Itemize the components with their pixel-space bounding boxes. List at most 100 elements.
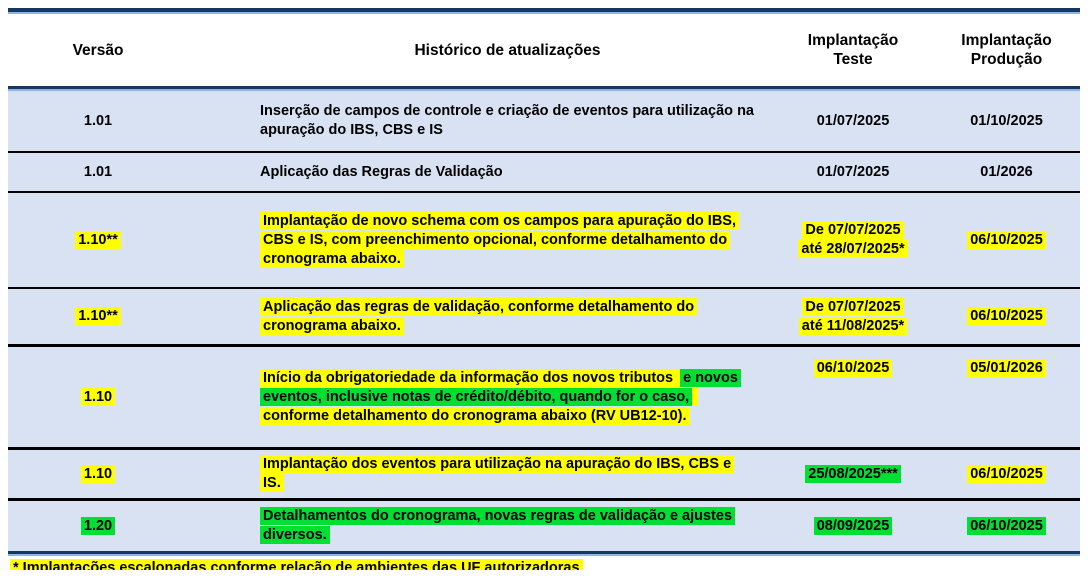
table-row: 1.01 Inserção de campos de controle e cr… [8,91,1080,151]
implantacao-teste-cell: 08/09/2025 [773,501,933,551]
cell-content: De 07/07/2025 até 28/07/2025* [798,221,908,259]
column-header-historico: Histórico de atualizações [414,41,601,59]
history-cell: Início da obrigatoriedade da informação … [188,347,773,447]
version-cell: 1.10** [8,193,188,287]
implantacao-teste-cell: De 07/07/2025 até 11/08/2025* [773,289,933,344]
highlight-segment: 06/10/2025 [967,307,1046,325]
version-cell: 1.20 [8,501,188,551]
version-cell: 1.10 [8,347,188,447]
highlight-segment: 1.20 [80,516,116,535]
highlight-segment: 06/10/2025 [967,464,1046,483]
implantacao-producao-cell: 06/10/2025 [933,501,1080,551]
cell-content: 1.01 [84,163,112,182]
text-segment: Inserção de campos de controle e criação… [260,103,754,138]
table-row: 1.01 Aplicação das Regras de Validação 0… [8,151,1080,191]
implantacao-producao-cell: 05/01/2026 [933,347,1080,447]
cell-content: 25/08/2025*** [805,464,901,484]
highlight-segment: 08/09/2025 [813,516,893,535]
cell-content: 01/10/2025 [970,112,1043,131]
history-cell: Aplicação das regras de validação, confo… [188,289,773,344]
highlight-segment: Início da obrigatoriedade da informação … [260,368,681,387]
highlight-segment: até 28/07/2025* [798,240,908,258]
cell-content: 1.10** [75,230,121,250]
highlight-segment: 1.10 [80,464,116,483]
cell-content: Implantação dos eventos para utilização … [260,455,755,493]
history-cell: Inserção de campos de controle e criação… [188,91,773,151]
cell-content: Detalhamentos do cronograma, novas regra… [260,507,755,545]
table-header-row: Versão Histórico de atualizações Implant… [8,14,1080,86]
cell-content: 08/09/2025 [813,516,893,536]
column-header-implantacao-producao: Implantação Produção [961,32,1052,68]
history-cell: Implantação dos eventos para utilização … [188,450,773,498]
history-cell: Implantação de novo schema com os campos… [188,193,773,287]
highlight-segment: Implantação de novo schema com os campos… [260,211,740,268]
history-cell: Aplicação das Regras de Validação [188,153,773,191]
version-cell: 1.01 [8,91,188,151]
cell-content: Início da obrigatoriedade da informação … [260,368,755,426]
cell-content: 05/01/2026 [967,359,1046,378]
highlight-segment: De 07/07/2025 [802,221,904,239]
highlight-segment: 06/10/2025 [967,516,1046,535]
implantacao-teste-cell: 01/07/2025 [773,91,933,151]
version-cell: 1.01 [8,153,188,191]
text-segment: 01/10/2025 [970,112,1043,129]
cell-content: 06/10/2025 [967,516,1046,536]
table-row: 1.10** Aplicação das regras de validação… [8,287,1080,344]
column-header-versao: Versão [72,41,124,59]
header-bottom-border [8,86,1080,89]
cell-content: 06/10/2025 [967,230,1046,250]
cell-content: 06/10/2025 [813,359,893,378]
highlight-segment: 1.10** [75,307,121,325]
cell-content: Aplicação das Regras de Validação [260,163,503,182]
highlight-segment: Detalhamentos do cronograma, novas regra… [260,507,736,544]
table-row: 1.10 Início da obrigatoriedade da inform… [8,344,1080,447]
implantacao-teste-cell: 25/08/2025*** [773,450,933,498]
highlight-segment: 1.10 [80,387,116,406]
highlight-segment: 06/10/2025 [967,230,1046,249]
implantacao-teste-cell: 06/10/2025 [773,347,933,447]
table-row: 1.10 Implantação dos eventos para utiliz… [8,447,1080,498]
cell-content: Inserção de campos de controle e criação… [260,102,755,140]
column-header-implantacao-teste: Implantação Teste [807,32,899,68]
cell-content: 01/07/2025 [817,163,890,182]
cell-content: 01/07/2025 [817,112,890,131]
implantacao-producao-cell: 01/10/2025 [933,91,1080,151]
cell-content: 06/10/2025 [967,464,1046,484]
footnote-text: * Implantações escalonadas conforme rela… [10,559,583,570]
implantacao-producao-cell: 06/10/2025 [933,289,1080,344]
highlight-segment: Implantação dos eventos para utilização … [260,455,735,492]
table-bottom-border [8,551,1080,554]
cell-content: 1.10 [80,387,116,407]
highlight-segment: 06/10/2025 [813,359,893,377]
highlight-segment: 1.10** [75,230,121,249]
version-cell: 1.10** [8,289,188,344]
table-top-border [8,8,1080,12]
table-row: 1.20 Detalhamentos do cronograma, novas … [8,498,1080,551]
table-row: 1.10** Implantação de novo schema com os… [8,191,1080,287]
cell-content: Implantação de novo schema com os campos… [260,211,755,269]
cell-content: 01/2026 [980,163,1032,182]
text-segment: 1.01 [83,163,113,180]
highlight-segment: 25/08/2025*** [805,464,901,483]
cell-content: De 07/07/2025 até 11/08/2025* [798,297,908,336]
text-segment: 01/2026 [980,163,1033,180]
cell-content: 1.01 [84,112,112,131]
footnote-clipped: * Implantações escalonadas conforme rela… [10,559,910,570]
highlight-segment: Aplicação das regras de validação, confo… [260,297,698,335]
cell-content: 1.20 [80,516,116,536]
implantacao-teste-cell: De 07/07/2025 até 28/07/2025* [773,193,933,287]
cell-content: 06/10/2025 [967,307,1046,326]
text-segment: Aplicação das Regras de Validação [260,163,503,180]
table-body: 1.01 Inserção de campos de controle e cr… [8,91,1080,551]
implantacao-producao-cell: 06/10/2025 [933,450,1080,498]
implantacao-producao-cell: 06/10/2025 [933,193,1080,287]
text-segment: 1.01 [83,112,113,129]
table-top-border-accent [8,12,1080,14]
cell-content: 1.10** [75,307,121,326]
version-cell: 1.10 [8,450,188,498]
highlight-segment: 05/01/2026 [967,359,1046,377]
implantacao-teste-cell: 01/07/2025 [773,153,933,191]
highlight-segment: De 07/07/2025 [802,297,904,316]
text-segment: 01/07/2025 [816,163,890,180]
